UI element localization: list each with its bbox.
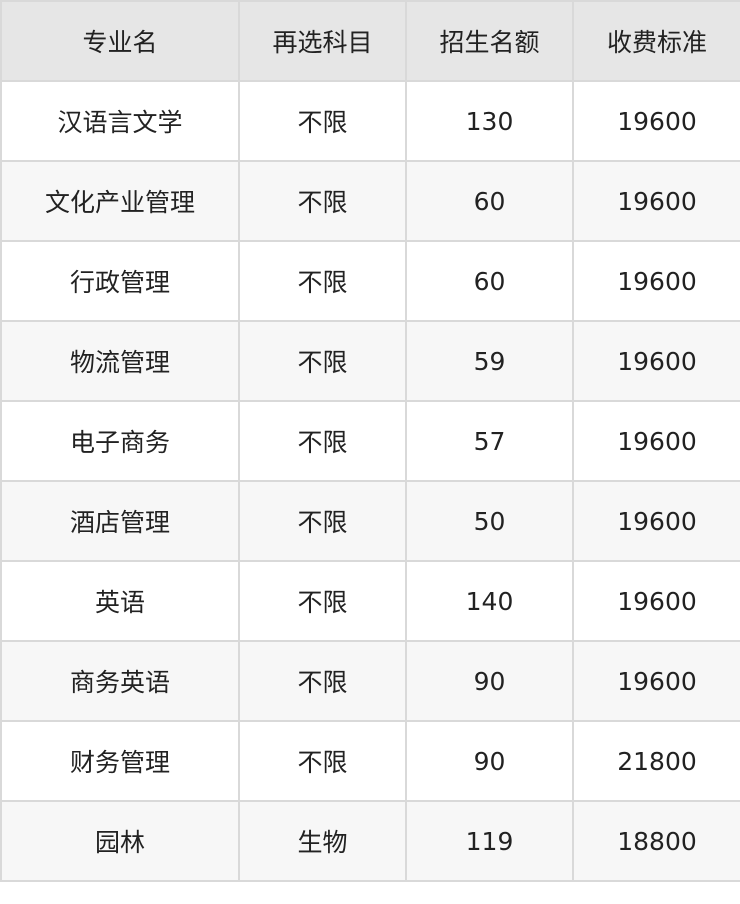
cell-fee: 18800 xyxy=(572,800,740,882)
cell-major: 文化产业管理 xyxy=(0,160,240,242)
cell-major: 汉语言文学 xyxy=(0,80,240,162)
cell-fee: 19600 xyxy=(572,240,740,322)
cell-fee: 19600 xyxy=(572,400,740,482)
cell-fee: 19600 xyxy=(572,480,740,562)
header-fee: 收费标准 xyxy=(572,0,740,82)
header-quota: 招生名额 xyxy=(405,0,574,82)
cell-fee: 19600 xyxy=(572,560,740,642)
table-row: 汉语言文学 不限 130 19600 xyxy=(0,80,740,162)
cell-subject: 不限 xyxy=(238,160,407,242)
cell-quota: 90 xyxy=(405,720,574,802)
cell-major: 物流管理 xyxy=(0,320,240,402)
cell-subject: 不限 xyxy=(238,560,407,642)
cell-fee: 19600 xyxy=(572,320,740,402)
cell-quota: 50 xyxy=(405,480,574,562)
cell-subject: 不限 xyxy=(238,400,407,482)
cell-quota: 130 xyxy=(405,80,574,162)
cell-quota: 119 xyxy=(405,800,574,882)
cell-subject: 不限 xyxy=(238,240,407,322)
cell-fee: 19600 xyxy=(572,640,740,722)
cell-subject: 不限 xyxy=(238,480,407,562)
cell-quota: 59 xyxy=(405,320,574,402)
table-row: 电子商务 不限 57 19600 xyxy=(0,400,740,482)
majors-table: 专业名 再选科目 招生名额 收费标准 汉语言文学 不限 130 19600 文化产业管理… xyxy=(0,0,740,882)
table-row: 园林 生物 119 18800 xyxy=(0,800,740,882)
cell-major: 商务英语 xyxy=(0,640,240,722)
cell-major: 电子商务 xyxy=(0,400,240,482)
table-row: 文化产业管理 不限 60 19600 xyxy=(0,160,740,242)
table-row: 英语 不限 140 19600 xyxy=(0,560,740,642)
table-row: 物流管理 不限 59 19600 xyxy=(0,320,740,402)
cell-fee: 21800 xyxy=(572,720,740,802)
header-subject: 再选科目 xyxy=(238,0,407,82)
cell-major: 英语 xyxy=(0,560,240,642)
cell-subject: 不限 xyxy=(238,320,407,402)
cell-quota: 90 xyxy=(405,640,574,722)
table-row: 行政管理 不限 60 19600 xyxy=(0,240,740,322)
table-row: 酒店管理 不限 50 19600 xyxy=(0,480,740,562)
cell-major: 园林 xyxy=(0,800,240,882)
header-major: 专业名 xyxy=(0,0,240,82)
cell-subject: 生物 xyxy=(238,800,407,882)
cell-fee: 19600 xyxy=(572,80,740,162)
cell-subject: 不限 xyxy=(238,640,407,722)
cell-subject: 不限 xyxy=(238,80,407,162)
header-row: 专业名 再选科目 招生名额 收费标准 xyxy=(0,0,740,82)
cell-major: 酒店管理 xyxy=(0,480,240,562)
table-row: 财务管理 不限 90 21800 xyxy=(0,720,740,802)
cell-quota: 60 xyxy=(405,240,574,322)
cell-quota: 57 xyxy=(405,400,574,482)
cell-quota: 60 xyxy=(405,160,574,242)
cell-subject: 不限 xyxy=(238,720,407,802)
cell-quota: 140 xyxy=(405,560,574,642)
cell-major: 行政管理 xyxy=(0,240,240,322)
cell-fee: 19600 xyxy=(572,160,740,242)
table-row: 商务英语 不限 90 19600 xyxy=(0,640,740,722)
cell-major: 财务管理 xyxy=(0,720,240,802)
